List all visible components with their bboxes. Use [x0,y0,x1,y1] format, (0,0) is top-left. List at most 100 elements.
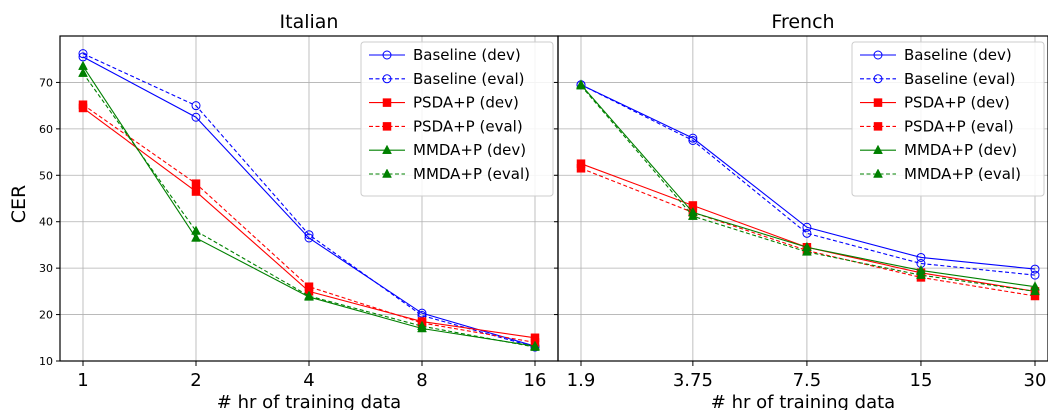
plot-frame [557,35,1048,362]
y-tick-label: 20 [39,309,53,322]
data-point [801,246,812,256]
data-point [687,210,698,220]
legend-marker [873,98,883,107]
legend-label: PSDA+P (dev) [413,94,519,112]
legend-entry: MMDA+P (dev) [369,141,526,159]
legend-entry: Baseline (dev) [860,46,1012,64]
data-point [304,290,314,300]
legend-marker [873,50,883,60]
legend-label: Baseline (eval) [904,70,1016,88]
data-point [802,222,812,232]
legend-entry: PSDA+P (dev) [369,94,519,112]
x-tick-label: 1.9 [567,370,596,391]
legend-box [851,41,1045,197]
x-tick-label: 1 [77,370,88,391]
data-point [78,67,88,77]
legend-entry: MMDA+P (eval) [860,165,1021,183]
legend-entry: Baseline (eval) [369,70,525,88]
data-point [304,230,314,240]
legend-marker [382,144,392,154]
y-tick-label: 30 [39,262,53,275]
legend: Baseline (dev) Baseline (eval) PSDA+P (dev… [851,41,1045,197]
legend-entry: Baseline (dev) [369,46,521,64]
data-point [191,232,201,242]
x-tick-label: 30 [1024,370,1047,391]
data-point [802,228,812,238]
legend-label: Baseline (dev) [904,46,1012,64]
legend-marker [873,74,883,84]
legend-entry: PSDA+P (eval) [860,117,1014,135]
x-axis-label: # hr of training data [217,392,401,410]
data-point [1030,264,1040,274]
panel-french: French 1.9 3.75 7.5 15 30 # hr of training dat… [554,11,1048,410]
series-line [82,104,536,343]
data-point [688,135,698,145]
legend: Baseline (dev) Baseline (eval) PSDA+P (dev… [360,41,554,197]
data-point [1030,285,1040,296]
legend-entry: MMDA+P (eval) [369,165,530,183]
legend-marker [873,144,883,154]
data-point [191,112,201,122]
series-mmda-p-eval [576,80,1040,296]
legend-marker [382,50,392,60]
x-tick-label: 7.5 [793,370,822,391]
legend-entry: Baseline (eval) [860,70,1016,88]
x-tick-label: 8 [416,370,427,391]
series-line [82,53,536,348]
data-point [191,225,201,235]
data-point [916,269,926,279]
data-point [191,179,201,188]
y-tick-label: 10 [39,355,53,368]
legend-label: MMDA+P (dev) [904,141,1017,159]
data-point [916,252,926,262]
legend-label: PSDA+P (dev) [904,94,1010,112]
chart-title: Italian [280,11,339,33]
panel-italian: Italian 1 2 4 8 16 10 20 30 40 50 60 70 # hr of train… [39,11,559,410]
series-baseline-eval [576,80,1040,280]
data-point [78,100,88,109]
data-point [304,282,314,291]
legend-label: MMDA+P (dev) [413,141,526,159]
legend-marker [382,74,392,84]
chart-title: French [771,11,834,33]
data-point [417,320,427,330]
x-axis-label: # hr of training data [711,392,895,410]
series-line [82,56,536,347]
y-tick-label: 70 [39,76,53,89]
legend-marker [382,98,392,107]
y-tick-label: 60 [39,123,53,136]
legend-entry: PSDA+P (dev) [860,94,1010,112]
x-tick-label: 15 [910,370,933,391]
legend-marker [873,168,883,178]
legend-label: MMDA+P (eval) [904,165,1021,183]
data-point [576,164,586,173]
legend-label: PSDA+P (eval) [413,117,523,135]
series-mmda-p-eval [78,67,540,351]
y-tick-label: 40 [39,216,53,229]
legend-marker [382,122,392,131]
legend-entry: MMDA+P (dev) [860,141,1017,159]
data-point [191,101,201,111]
data-point [576,80,586,90]
data-point [78,49,88,59]
legend-label: MMDA+P (eval) [413,165,530,183]
data-point [530,341,540,351]
y-axis-label: CER [8,185,30,223]
x-tick-label: 3.75 [673,370,713,391]
series-line [580,84,1036,270]
x-tick-label: 2 [190,370,201,391]
data-point [1030,270,1040,280]
data-point [191,187,201,196]
legend-label: PSDA+P (eval) [904,117,1014,135]
legend-box [360,41,554,197]
x-tick-label: 4 [303,370,314,391]
series-line [580,167,1036,297]
y-tick-label: 50 [39,169,53,182]
legend-entry: PSDA+P (eval) [369,117,523,135]
legend-marker [382,168,392,178]
legend-label: Baseline (eval) [413,70,525,88]
legend-marker [873,122,883,131]
legend-label: Baseline (dev) [413,46,521,64]
x-tick-label: 16 [524,370,547,391]
